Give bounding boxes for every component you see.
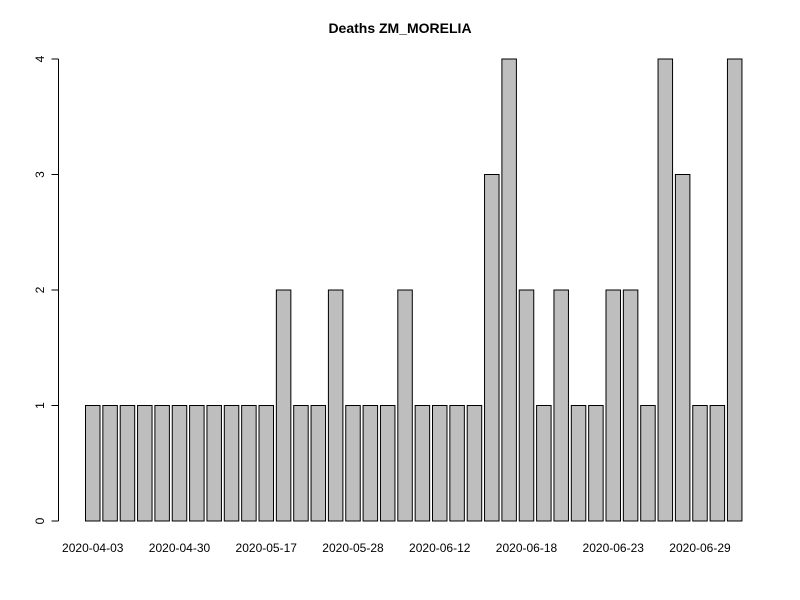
bar [345,405,361,522]
x-tick-label: 2020-04-30 [149,541,211,555]
y-tick-label: 1 [33,402,47,409]
bar [432,405,448,522]
bar [293,405,309,522]
y-tick-label: 2 [33,286,47,293]
bar [102,405,118,522]
x-tick-label: 2020-06-29 [669,541,731,555]
bar [588,405,604,522]
bar [397,289,413,522]
bar [484,174,500,522]
bar [327,289,344,522]
bar [570,405,587,522]
bar [518,289,535,522]
x-tick-label: 2020-04-03 [62,541,124,555]
bar [536,405,552,522]
y-tick-label: 3 [33,171,47,178]
bar [379,405,396,522]
bar [674,174,691,522]
bar [501,58,517,522]
y-tick-label: 0 [33,517,47,524]
x-tick-label: 2020-06-18 [496,541,558,555]
x-axis-labels: 2020-04-03 2020-04-30 2020-05-17 2020-05-28… [62,541,731,555]
bar [466,405,483,522]
bar [640,405,656,522]
bar [137,405,153,522]
bar [310,405,327,522]
bar [154,405,170,522]
x-tick-label: 2020-06-23 [583,541,645,555]
bar [657,58,674,522]
bar [605,289,621,522]
bar [241,405,257,522]
bar [449,405,465,522]
bar [726,58,743,522]
bar [85,405,101,522]
bar [709,405,726,522]
bar [206,405,222,522]
x-tick-label: 2020-06-12 [409,541,471,555]
bar [622,289,639,522]
y-tick-label: 4 [33,55,47,62]
chart-title: Deaths ZM_MORELIA [328,20,472,36]
bar [258,405,274,522]
bar [119,405,136,522]
bar [692,405,708,522]
y-axis: 0 1 2 3 4 [33,55,59,524]
bar [189,405,205,522]
bar [275,289,292,522]
x-tick-label: 2020-05-28 [322,541,384,555]
bar [362,405,379,522]
bar [553,289,569,522]
bar [171,405,188,522]
x-tick-label: 2020-05-17 [236,541,298,555]
bar [223,405,240,522]
bars [85,58,743,522]
bar [414,405,431,522]
